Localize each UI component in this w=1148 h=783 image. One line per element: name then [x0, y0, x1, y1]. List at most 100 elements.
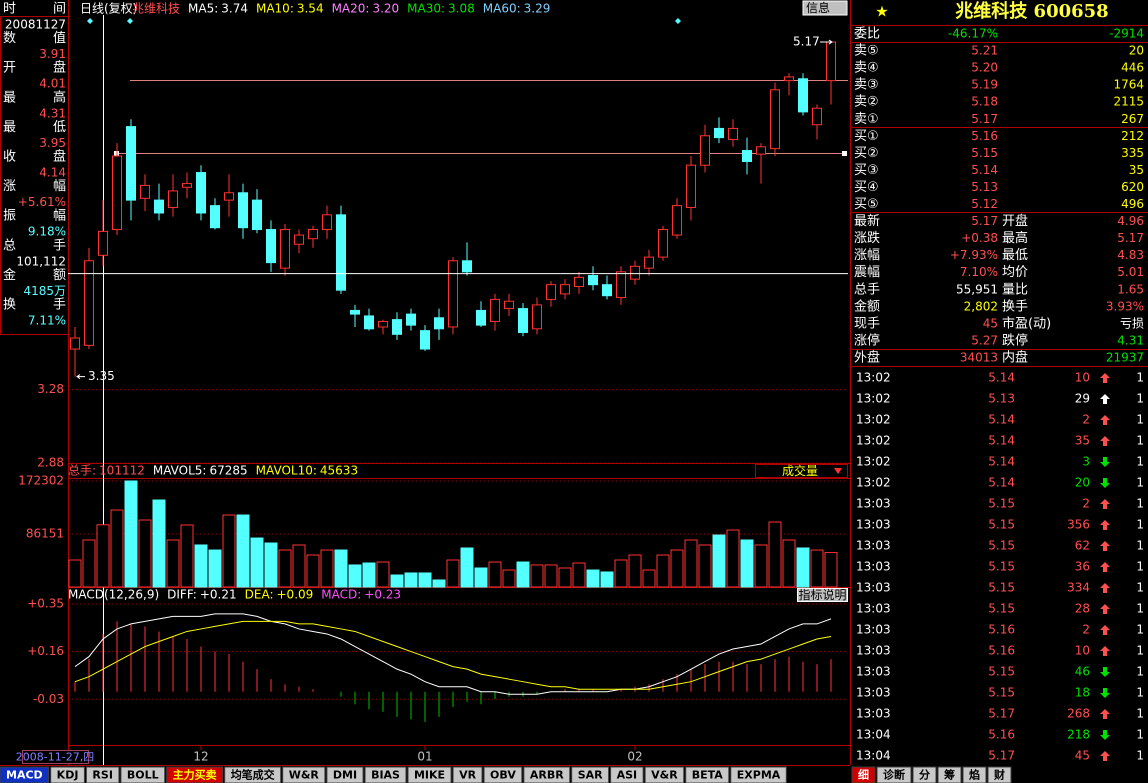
tick-arrow [1100, 604, 1110, 614]
volume-bar [474, 567, 488, 588]
tab-label[interactable]: 焰 [969, 768, 980, 782]
tab[interactable] [452, 766, 483, 783]
tab-label[interactable]: 财 [993, 768, 1005, 782]
indicator-button-label[interactable]: 成交量 [782, 463, 818, 478]
tab[interactable] [730, 766, 787, 783]
tab-label[interactable]: KDJ [57, 769, 79, 782]
info-button[interactable] [802, 0, 848, 16]
tab-label[interactable]: 细 [858, 768, 869, 782]
tab[interactable] [644, 766, 685, 783]
high-arrow [820, 39, 833, 45]
tab-label[interactable]: SAR [578, 769, 603, 782]
quote-value: 5.21 [971, 44, 998, 58]
quote-value: 267 [1121, 112, 1144, 126]
quote-label: 涨停 [854, 332, 880, 348]
quote-value: 5.19 [971, 78, 998, 92]
tab-label[interactable]: DMI [333, 769, 357, 782]
tab-label[interactable]: 均笔成交 [231, 768, 275, 782]
tab[interactable] [0, 766, 50, 783]
tab[interactable] [166, 766, 224, 783]
indicator-button[interactable] [755, 464, 848, 478]
tab-label[interactable]: ASI [617, 769, 638, 782]
tab[interactable] [407, 766, 452, 783]
quote-label: 现手 [854, 316, 880, 331]
tab[interactable] [364, 766, 407, 783]
candle-body [462, 260, 472, 273]
tab[interactable] [937, 766, 962, 783]
tab-label[interactable]: MACD [6, 769, 43, 782]
candle-body [602, 284, 612, 297]
favorite-star[interactable]: ★ [875, 3, 888, 21]
tab[interactable] [610, 766, 644, 783]
tick-time: 13:02 [856, 392, 891, 406]
tab-label[interactable]: EXPMA [737, 769, 781, 782]
tick-arrow [1100, 730, 1110, 740]
indicator-button[interactable] [797, 588, 848, 602]
tab[interactable] [50, 766, 85, 783]
tab-label[interactable]: BOLL [127, 769, 159, 782]
tab[interactable] [876, 766, 912, 783]
tab-label[interactable]: 筹 [944, 768, 955, 782]
candle-body [588, 274, 598, 286]
quote-value: 5.15 [971, 146, 998, 160]
quote-value: 2,802 [964, 299, 998, 313]
quote-value: 5.13 [971, 180, 998, 194]
tick-count: 1 [1136, 371, 1144, 385]
volume-bar [572, 562, 586, 588]
candle-body [672, 205, 682, 236]
tab-label[interactable]: OBV [490, 769, 516, 782]
tick-volume: 20 [1075, 476, 1090, 490]
tick-count: 1 [1136, 497, 1144, 511]
tab[interactable] [483, 766, 523, 783]
tab-label[interactable]: RSI [92, 769, 113, 782]
tick-volume: 35 [1075, 434, 1090, 448]
tick-time: 13:03 [856, 539, 891, 553]
high-label: 5.17 [793, 35, 820, 49]
indicator-name: 总手: [68, 464, 96, 478]
indicator-value: 3.29 [524, 2, 551, 16]
tab-label[interactable]: 分 [919, 768, 930, 782]
y-tick-label: 3.28 [37, 382, 64, 396]
tab[interactable] [685, 766, 730, 783]
tab[interactable] [282, 766, 326, 783]
tab-label[interactable]: BIAS [371, 769, 400, 782]
info-value: 9.18% [28, 225, 66, 239]
tab[interactable] [912, 766, 937, 783]
tab[interactable] [120, 766, 166, 783]
tab[interactable] [85, 766, 120, 783]
dropdown-arrow[interactable] [834, 468, 842, 474]
tab[interactable] [523, 766, 571, 783]
info-label: 最 [3, 90, 16, 105]
tab-label[interactable]: VR [459, 769, 477, 782]
candle-body [294, 234, 304, 245]
volume-bar [404, 572, 418, 588]
tick-count: 1 [1136, 455, 1144, 469]
tab-label[interactable]: W&R [289, 769, 320, 782]
tick-time: 13:03 [856, 602, 891, 616]
tab-label[interactable]: BETA [692, 769, 724, 782]
tab-label[interactable]: 诊断 [883, 768, 905, 782]
candle-body [560, 284, 570, 295]
quote-label: 卖② [854, 95, 879, 110]
tab-label[interactable]: 主力买卖 [173, 768, 217, 782]
volume-bar [768, 521, 782, 588]
tab-label[interactable]: V&R [651, 769, 678, 782]
candle-body [336, 214, 346, 291]
info-value: 4185万 [23, 284, 66, 298]
tab[interactable] [224, 766, 282, 783]
quote-label: 买④ [854, 180, 879, 195]
tab-label[interactable]: MIKE [414, 769, 445, 782]
tab[interactable] [326, 766, 364, 783]
quote-value: 5.14 [971, 163, 998, 177]
indicator-button-label[interactable]: 指标说明 [798, 587, 846, 602]
tick-time: 13:02 [856, 434, 891, 448]
tab[interactable] [851, 766, 876, 783]
quote-value: 35 [1129, 163, 1144, 177]
tab[interactable] [571, 766, 610, 783]
tab-label[interactable]: ARBR [530, 769, 564, 782]
quote-value: 5.27 [971, 333, 998, 347]
info-button-label[interactable]: 信息 [806, 0, 830, 15]
tab[interactable] [987, 766, 1012, 783]
candle-body [350, 309, 360, 315]
tab[interactable] [962, 766, 987, 783]
